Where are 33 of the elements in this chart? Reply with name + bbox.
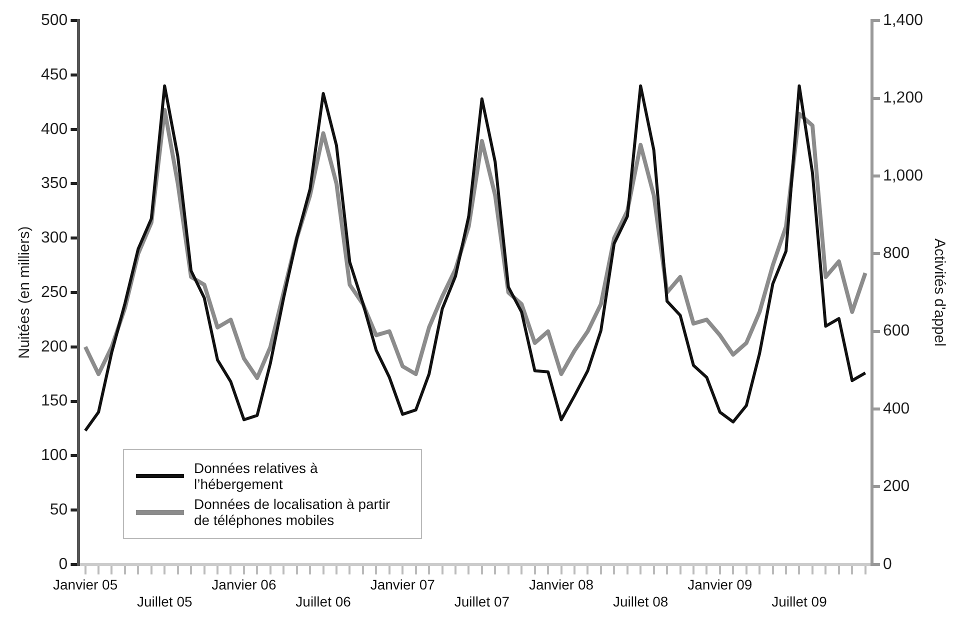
- x-tick-label: Janvier 07: [370, 576, 436, 593]
- y-tick-label: 500: [40, 12, 68, 30]
- y2-tick-label: 800: [882, 245, 910, 262]
- y-tick-label: 150: [40, 392, 68, 410]
- y2-tick-label: 1,200: [882, 90, 924, 107]
- legend-label: Données relatives à l’hébergement: [194, 460, 319, 492]
- y2-tick-label: 0: [882, 556, 892, 573]
- y-tick-label: 100: [40, 447, 68, 464]
- y2-tick-label: 1,000: [882, 167, 924, 184]
- y2-tick-label: 200: [882, 478, 910, 496]
- x-tick-label: Janvier 08: [528, 576, 594, 593]
- y-tick-label: 200: [40, 338, 68, 356]
- y-tick-label: 300: [40, 230, 68, 247]
- x-tick-label: Juillet 06: [296, 593, 352, 610]
- x-tick-label: Janvier 05: [53, 576, 118, 593]
- x-tick-label: Juillet 09: [772, 593, 828, 610]
- y-tick-label: 250: [40, 284, 68, 301]
- y-tick-label: 400: [40, 120, 68, 138]
- y2-axis-title: Activités d'appel: [930, 238, 948, 346]
- x-tick-label: Janvier 09: [688, 576, 752, 593]
- x-tick-label: Juillet 07: [454, 593, 510, 610]
- y-axis-title: Nuitées (en milliers): [16, 226, 34, 359]
- y2-tick-label: 600: [882, 322, 910, 340]
- y-tick-label: 350: [40, 175, 68, 192]
- x-tick-label: Juillet 05: [137, 593, 192, 610]
- y2-tick-label: 400: [882, 400, 910, 418]
- y-tick-label: 450: [40, 66, 68, 84]
- x-tick-label: Juillet 08: [612, 593, 668, 610]
- legend-label: Données de localisation à partir de téléphones mobiles: [194, 496, 392, 528]
- y2-tick-label: 1,400: [882, 12, 924, 30]
- y-tick-label: 50: [50, 501, 68, 518]
- y-tick-label: 0: [58, 556, 68, 573]
- x-tick-label: Janvier 06: [212, 576, 276, 593]
